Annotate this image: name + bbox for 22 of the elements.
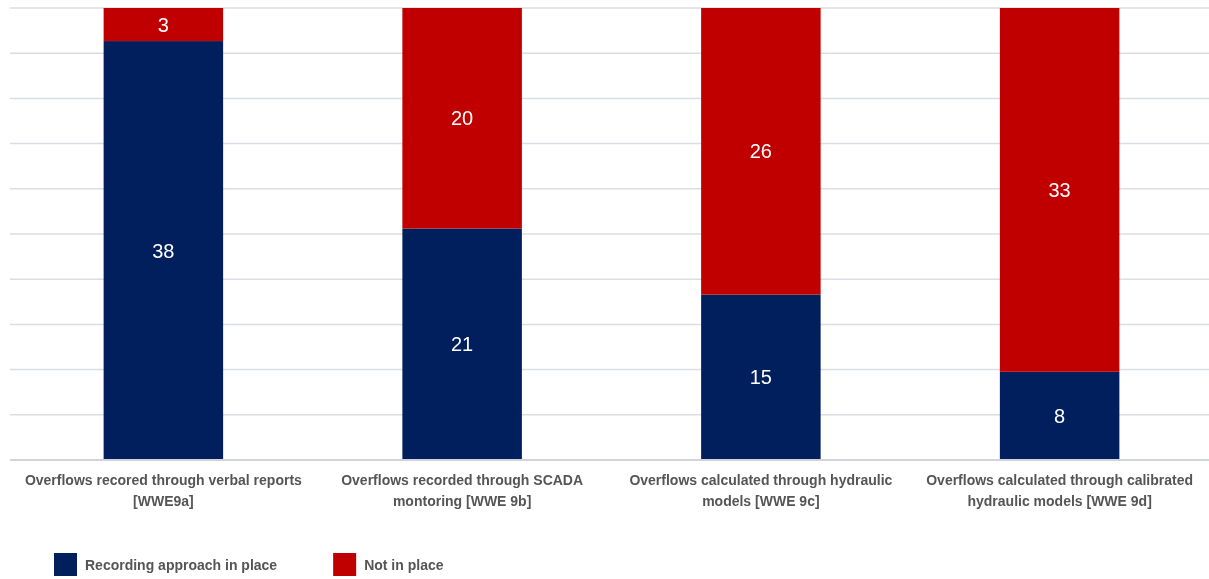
bar xyxy=(701,294,821,460)
x-tick-label: Overflows calculated through calibrated hydraulic models [WWE 9d] xyxy=(926,472,1194,509)
data-label: 20 xyxy=(451,107,474,130)
x-tick-label: Overflows calculated through hydraulic models [WWE 9c] xyxy=(629,472,893,509)
legend-label: Not in place xyxy=(364,556,444,573)
x-tick-label: Overflows recored through verbal reports [WWE9a] xyxy=(24,472,303,509)
data-label: 21 xyxy=(451,333,474,356)
data-label: 15 xyxy=(749,366,772,389)
data-label: 38 xyxy=(152,239,175,262)
bar xyxy=(999,8,1120,372)
data-label: 33 xyxy=(1048,178,1071,201)
x-tick-label: Overflows recorded through SCADA montoring [WWE 9b] xyxy=(341,472,584,509)
bar xyxy=(999,371,1120,460)
legend-label: Recording approach in place xyxy=(85,556,278,573)
bar xyxy=(103,41,224,460)
bar xyxy=(402,228,522,460)
bar xyxy=(701,8,821,295)
data-label: 26 xyxy=(749,140,772,163)
bar xyxy=(402,8,522,229)
data-label: 8 xyxy=(1054,404,1066,427)
bar xyxy=(103,8,224,42)
data-label: 3 xyxy=(157,13,169,36)
